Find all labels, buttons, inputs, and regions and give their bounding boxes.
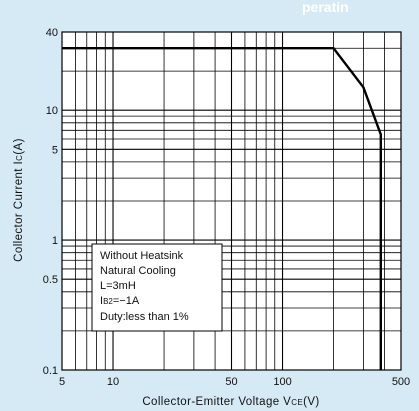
x-tick-labels: 5 10 50 100 500 — [59, 376, 410, 388]
soa-boundary-line — [62, 47, 382, 370]
y-tick-labels: 0.1 0.5 1 5 10 40 — [43, 27, 58, 377]
x-tick-label: 500 — [392, 376, 410, 388]
note-line-5: Duty:less than 1% — [100, 311, 189, 323]
x-tick-label: 50 — [225, 376, 237, 388]
x-tick-label: 100 — [273, 376, 291, 388]
y-tick-label: 0.5 — [43, 274, 58, 286]
x-tick-label: 5 — [59, 376, 65, 388]
y-tick-label: 10 — [46, 105, 58, 117]
y-tick-label: 1 — [52, 235, 58, 247]
y-tick-label: 0.1 — [43, 365, 58, 377]
conditions-note: Without Heatsink Natural Cooling L=3mH I… — [91, 243, 223, 332]
y-tick-label: 40 — [46, 27, 58, 39]
chart-title-fragment: peratin — [302, 0, 349, 15]
x-axis-label: Collector-Emitter Voltage VCE(V) — [142, 396, 319, 408]
note-line-1: Without Heatsink — [100, 250, 184, 262]
y-axis-label: Collector Current IC(A) — [13, 138, 25, 262]
conditions-box — [91, 243, 223, 332]
note-line-3: L=3mH — [100, 280, 136, 292]
note-line-4: IB2=−1A — [100, 295, 140, 307]
note-line-2: Natural Cooling — [100, 265, 176, 277]
x-tick-label: 10 — [107, 376, 119, 388]
y-tick-label: 5 — [52, 144, 58, 156]
